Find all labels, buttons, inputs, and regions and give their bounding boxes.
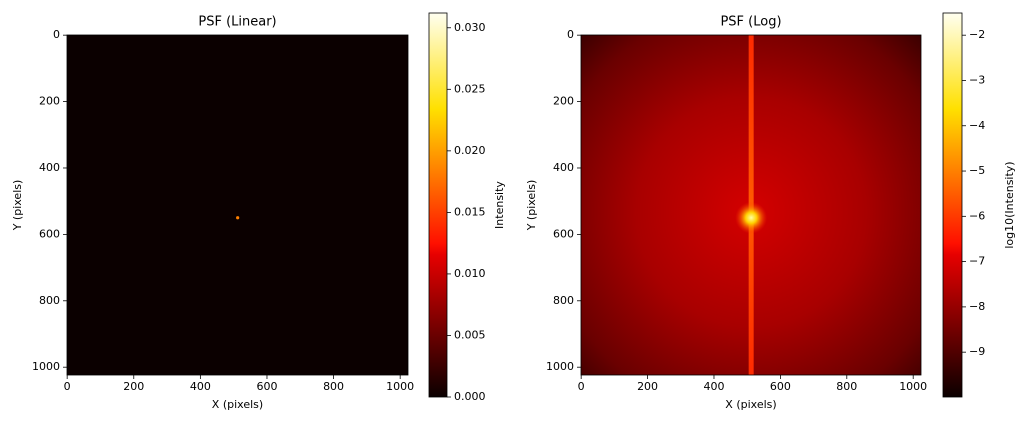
image [67,35,408,375]
y-tick-label: 1000 [546,360,574,373]
y-tick-label: 800 [39,294,60,307]
x-tick-label: 0 [64,380,71,393]
x-axis-label: X (pixels) [212,398,263,411]
axes-frame [580,34,922,376]
y-tick-label: 600 [553,227,574,240]
x-tick-label: 1000 [899,380,927,393]
axes-frame [66,34,409,376]
y-axis-label: Y (pixels) [525,180,538,232]
colorbar [428,12,448,398]
peak [735,201,768,234]
colorbar-tick-label: −2 [969,28,985,41]
y-tick-label: 400 [39,161,60,174]
peak [236,216,240,220]
y-tick-label: 0 [53,28,60,41]
x-axis-label: X (pixels) [725,398,776,411]
x-tick-label: 400 [703,380,724,393]
y-tick-label: 0 [567,28,574,41]
colorbar [942,12,963,398]
y-tick-label: 800 [553,294,574,307]
y-axis-label: Y (pixels) [11,180,24,232]
chart-title: PSF (Log) [720,15,781,30]
x-tick-label: 600 [256,380,277,393]
colorbar-tick-label: −8 [969,300,985,313]
colorbar-label: log10(Intensity) [1003,161,1016,248]
colorbar-tick-label: 0.005 [454,328,486,341]
colorbar-tick-label: 0.030 [454,21,486,34]
y-tick-label: 600 [39,227,60,240]
x-tick-label: 800 [323,380,344,393]
colorbar-tick-label: 0.015 [454,205,486,218]
colorbar-tick-label: −9 [969,345,985,358]
colorbar-tick-label: 0.020 [454,144,486,157]
x-tick-label: 0 [578,380,585,393]
x-tick-label: 400 [190,380,211,393]
colorbar-tick-label: −5 [969,164,985,177]
x-tick-label: 200 [123,380,144,393]
colorbar-tick-label: −7 [969,255,985,268]
chart-title: PSF (Linear) [198,15,276,30]
y-tick-label: 1000 [32,360,60,373]
colorbar-tick-label: 0.010 [454,267,486,280]
colorbar-tick-label: −3 [969,73,985,86]
y-tick-label: 200 [553,95,574,108]
y-tick-label: 200 [39,95,60,108]
x-tick-label: 600 [770,380,791,393]
colorbar-label: Intensity [493,181,506,229]
colorbar-tick-label: −4 [969,119,985,132]
colorbar-tick-label: 0.025 [454,82,486,95]
colorbar-tick-label: 0.000 [454,390,486,403]
x-tick-label: 1000 [386,380,414,393]
y-tick-label: 400 [553,161,574,174]
x-tick-label: 800 [836,380,857,393]
x-tick-label: 200 [637,380,658,393]
colorbar-tick-label: −6 [969,209,985,222]
